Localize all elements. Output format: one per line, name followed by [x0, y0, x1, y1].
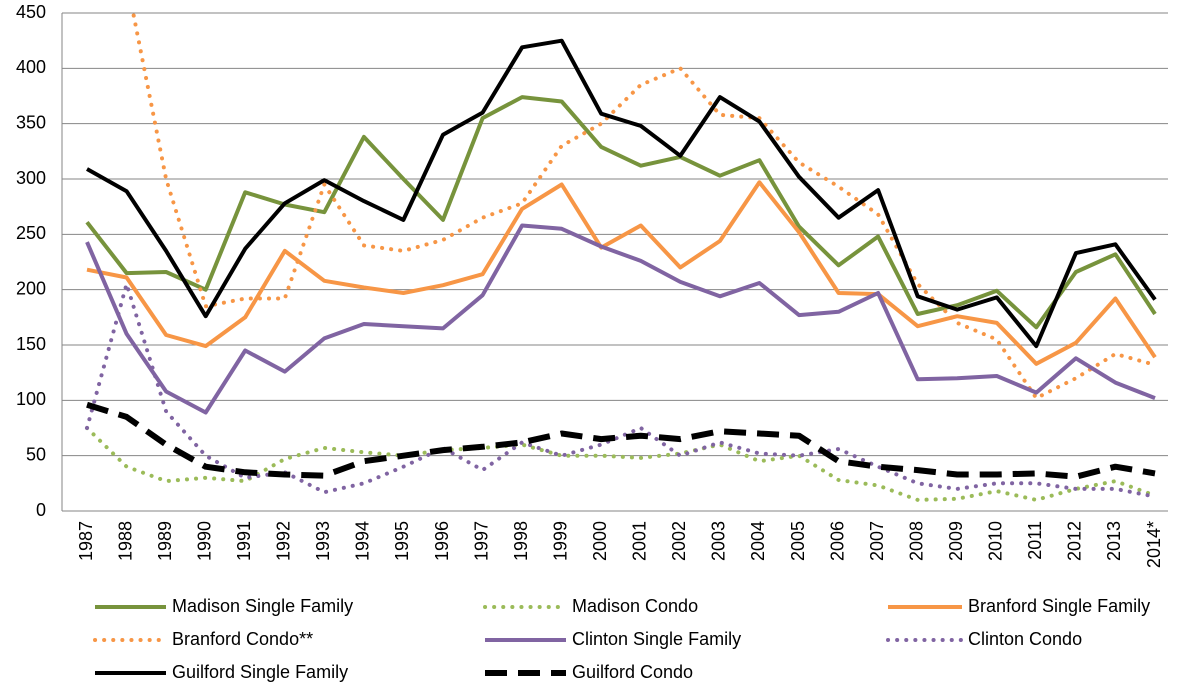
series-line [86, 180, 1157, 366]
x-tick-label: 2004 [748, 521, 768, 561]
x-tick-label: 2011 [1025, 521, 1045, 560]
x-tick-label: 1998 [511, 521, 531, 561]
y-tick-label: 0 [36, 500, 46, 520]
x-tick-label: 1995 [392, 521, 412, 561]
y-tick-label: 400 [16, 57, 46, 77]
x-tick-label: 1997 [471, 521, 491, 561]
labels: 0 50 100 150 200 250 300 350 400 450 1987 1988 1989 1… [16, 2, 1164, 682]
y-tick-label: 450 [16, 2, 46, 22]
y-tick-label: 200 [16, 278, 46, 298]
y-tick-label: 100 [16, 389, 46, 409]
x-tick-label: 1999 [550, 521, 570, 561]
legend-label: Branford Condo** [172, 629, 313, 649]
x-tick-label: 2013 [1104, 521, 1124, 561]
legend-label: Madison Condo [572, 596, 698, 616]
legend-label: Madison Single Family [172, 596, 353, 616]
x-tick-label: 1991 [234, 521, 254, 561]
y-tick-label: 350 [16, 112, 46, 132]
x-tick-label: 2007 [867, 521, 887, 561]
series-line [86, 38, 1157, 349]
series-line [85, 223, 1156, 415]
legend-label: Guilford Single Family [172, 662, 348, 682]
x-tick-label: 2009 [946, 521, 966, 561]
x-tick-label: 2003 [709, 521, 729, 561]
x-tick-label: 2014* [1144, 521, 1164, 568]
legend-label: Clinton Single Family [572, 629, 741, 649]
x-tick-label: 2010 [986, 521, 1006, 561]
y-tick-label: 300 [16, 168, 46, 188]
x-tick-label: 1993 [313, 521, 333, 561]
y-tick-label: 50 [26, 444, 46, 464]
x-tick-label: 2006 [827, 521, 847, 561]
legend-label: Clinton Condo [968, 629, 1082, 649]
x-tick-label: 1990 [194, 521, 214, 561]
series-line [85, 282, 1157, 499]
x-tick-label: 2002 [669, 521, 689, 561]
x-tick-label: 2001 [630, 521, 650, 561]
x-tick-label: 1992 [274, 521, 294, 561]
grid [61, 12, 1168, 512]
series-line [86, 401, 1156, 480]
x-tick-label: 1989 [155, 521, 175, 561]
y-tick-label: 150 [16, 334, 46, 354]
x-tick-label: 1994 [353, 521, 373, 561]
legend-label: Branford Single Family [968, 596, 1150, 616]
series-line [85, 426, 1157, 502]
x-tick-label: 1987 [76, 521, 96, 561]
x-tick-label: 2008 [906, 521, 926, 561]
series-line [131, 13, 1157, 401]
legend-label: Guilford Condo [572, 662, 693, 682]
x-tick-label: 1988 [115, 521, 135, 561]
x-tick-label: 2005 [788, 521, 808, 561]
x-tick-label: 2000 [590, 521, 610, 561]
x-tick-label: 1996 [432, 521, 452, 561]
y-tick-label: 250 [16, 223, 46, 243]
series-line [85, 95, 1157, 330]
x-tick-label: 2012 [1065, 521, 1085, 561]
lines [85, 13, 1157, 502]
